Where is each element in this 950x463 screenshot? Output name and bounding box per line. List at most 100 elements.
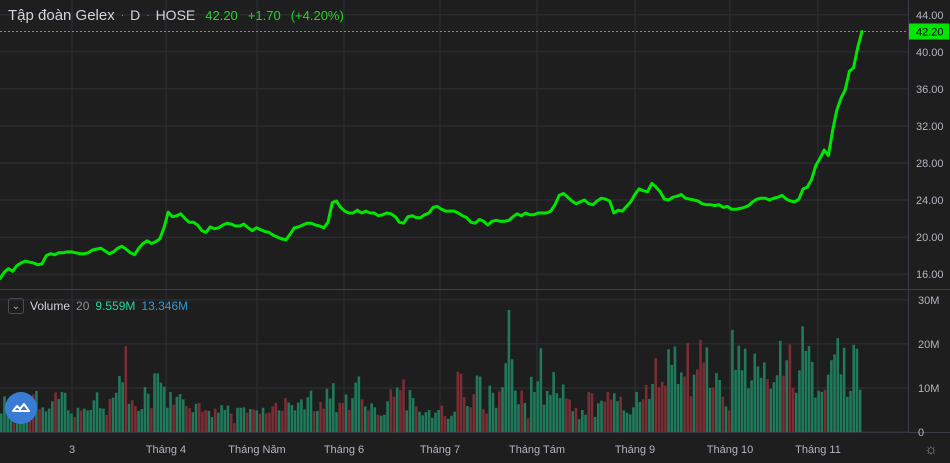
chevron-down-icon[interactable]: ⌄ — [8, 298, 24, 314]
price-tick-label: 24.00 — [916, 195, 944, 207]
volume-bar — [705, 347, 709, 432]
volume-bar — [443, 416, 447, 432]
volume-bar — [223, 410, 227, 432]
volume-bar — [756, 366, 760, 432]
volume-bar — [603, 401, 606, 432]
volume-bar — [561, 384, 565, 432]
volume-bar — [616, 401, 619, 432]
volume-bar — [57, 399, 61, 432]
volume-bar — [817, 390, 820, 432]
volume-bar — [791, 387, 795, 432]
volume-label: Volume — [30, 299, 71, 313]
volume-bar — [51, 401, 54, 432]
volume-bar — [552, 372, 555, 432]
separator-dot: · — [120, 9, 125, 21]
volume-bar — [405, 410, 409, 432]
volume-bar — [341, 402, 345, 432]
price-line — [0, 30, 864, 281]
volume-bar — [514, 390, 517, 432]
volume-bar — [526, 418, 530, 432]
volume-bar — [612, 393, 616, 432]
volume-bar — [670, 365, 674, 432]
volume-tick-label: 30M — [918, 295, 939, 307]
volume-bar — [201, 411, 204, 432]
volume-bar — [769, 388, 772, 432]
volume-bar — [335, 412, 338, 432]
volume-bar — [472, 394, 476, 432]
volume-bar — [581, 410, 584, 432]
volume-tick-label: 20M — [918, 339, 939, 351]
time-tick-label: Tháng 11 — [795, 444, 841, 456]
volume-bar — [383, 414, 386, 432]
volume-bar — [494, 407, 498, 432]
volume-bar — [446, 418, 450, 432]
volume-bar — [501, 387, 504, 432]
volume-bar — [376, 414, 380, 432]
volume-bar — [185, 406, 188, 432]
volume-tick-label: 10M — [918, 383, 939, 395]
volume-bar — [478, 376, 482, 432]
symbol-interval[interactable]: D — [130, 7, 141, 23]
volume-bar — [798, 370, 801, 432]
volume-bar — [67, 410, 70, 432]
volume-bar — [836, 338, 840, 432]
volume-bar — [86, 410, 89, 432]
volume-bar — [427, 410, 431, 432]
volume-bar — [242, 407, 246, 432]
volume-bar — [715, 373, 718, 432]
volume-bar — [415, 406, 418, 432]
cloud-logo-icon[interactable] — [5, 392, 37, 424]
volume-bar — [858, 389, 862, 432]
volume-bar — [660, 381, 664, 432]
volume-bar — [740, 370, 744, 432]
volume-bar — [625, 412, 629, 432]
volume-bar — [344, 394, 348, 432]
volume-bar — [140, 409, 144, 432]
volume-bar — [775, 375, 779, 432]
volume-bar — [351, 398, 354, 432]
volume-bar — [386, 401, 389, 432]
volume-bar — [98, 408, 102, 432]
volume-bar — [571, 411, 575, 432]
volume-bar — [830, 360, 833, 432]
volume-bar — [549, 395, 552, 432]
symbol-name[interactable]: Tập đoàn Gelex — [8, 6, 115, 24]
volume-bar — [264, 413, 268, 432]
volume-value: 9.559M — [95, 299, 136, 313]
volume-bar — [648, 399, 651, 432]
volume-bar — [794, 392, 798, 432]
volume-bar — [852, 344, 856, 432]
gear-icon[interactable]: ☼ — [924, 440, 938, 458]
volume-bar — [577, 419, 581, 432]
volume-bar — [127, 403, 131, 432]
volume-bar — [38, 409, 41, 432]
volume-bar — [204, 410, 207, 432]
volume-bar — [759, 377, 763, 432]
volume-bar — [727, 410, 731, 432]
volume-bar — [25, 416, 29, 432]
volume-bar — [41, 407, 45, 432]
volume-bar — [488, 385, 492, 432]
volume-bar — [210, 417, 214, 432]
volume-bar — [533, 391, 536, 432]
volume-bar — [654, 358, 658, 432]
volume-bar — [137, 410, 140, 432]
volume-bar — [657, 387, 661, 432]
time-tick-label: Tháng Tám — [509, 444, 565, 456]
volume-bar — [587, 391, 591, 432]
volume-bar — [134, 406, 137, 432]
volume-bar — [213, 408, 217, 432]
volume-bar — [737, 345, 741, 432]
volume-bar — [699, 339, 702, 432]
volume-bar — [823, 389, 827, 432]
volume-bar — [54, 392, 57, 432]
volume-bar — [402, 379, 405, 432]
time-tick-label: 3 — [69, 444, 75, 456]
volume-bar — [450, 415, 453, 432]
volume-bar — [676, 384, 680, 432]
volume-bar — [363, 406, 367, 432]
volume-bar — [846, 396, 849, 433]
volume-bar — [118, 376, 121, 432]
volume-bar — [261, 407, 265, 432]
